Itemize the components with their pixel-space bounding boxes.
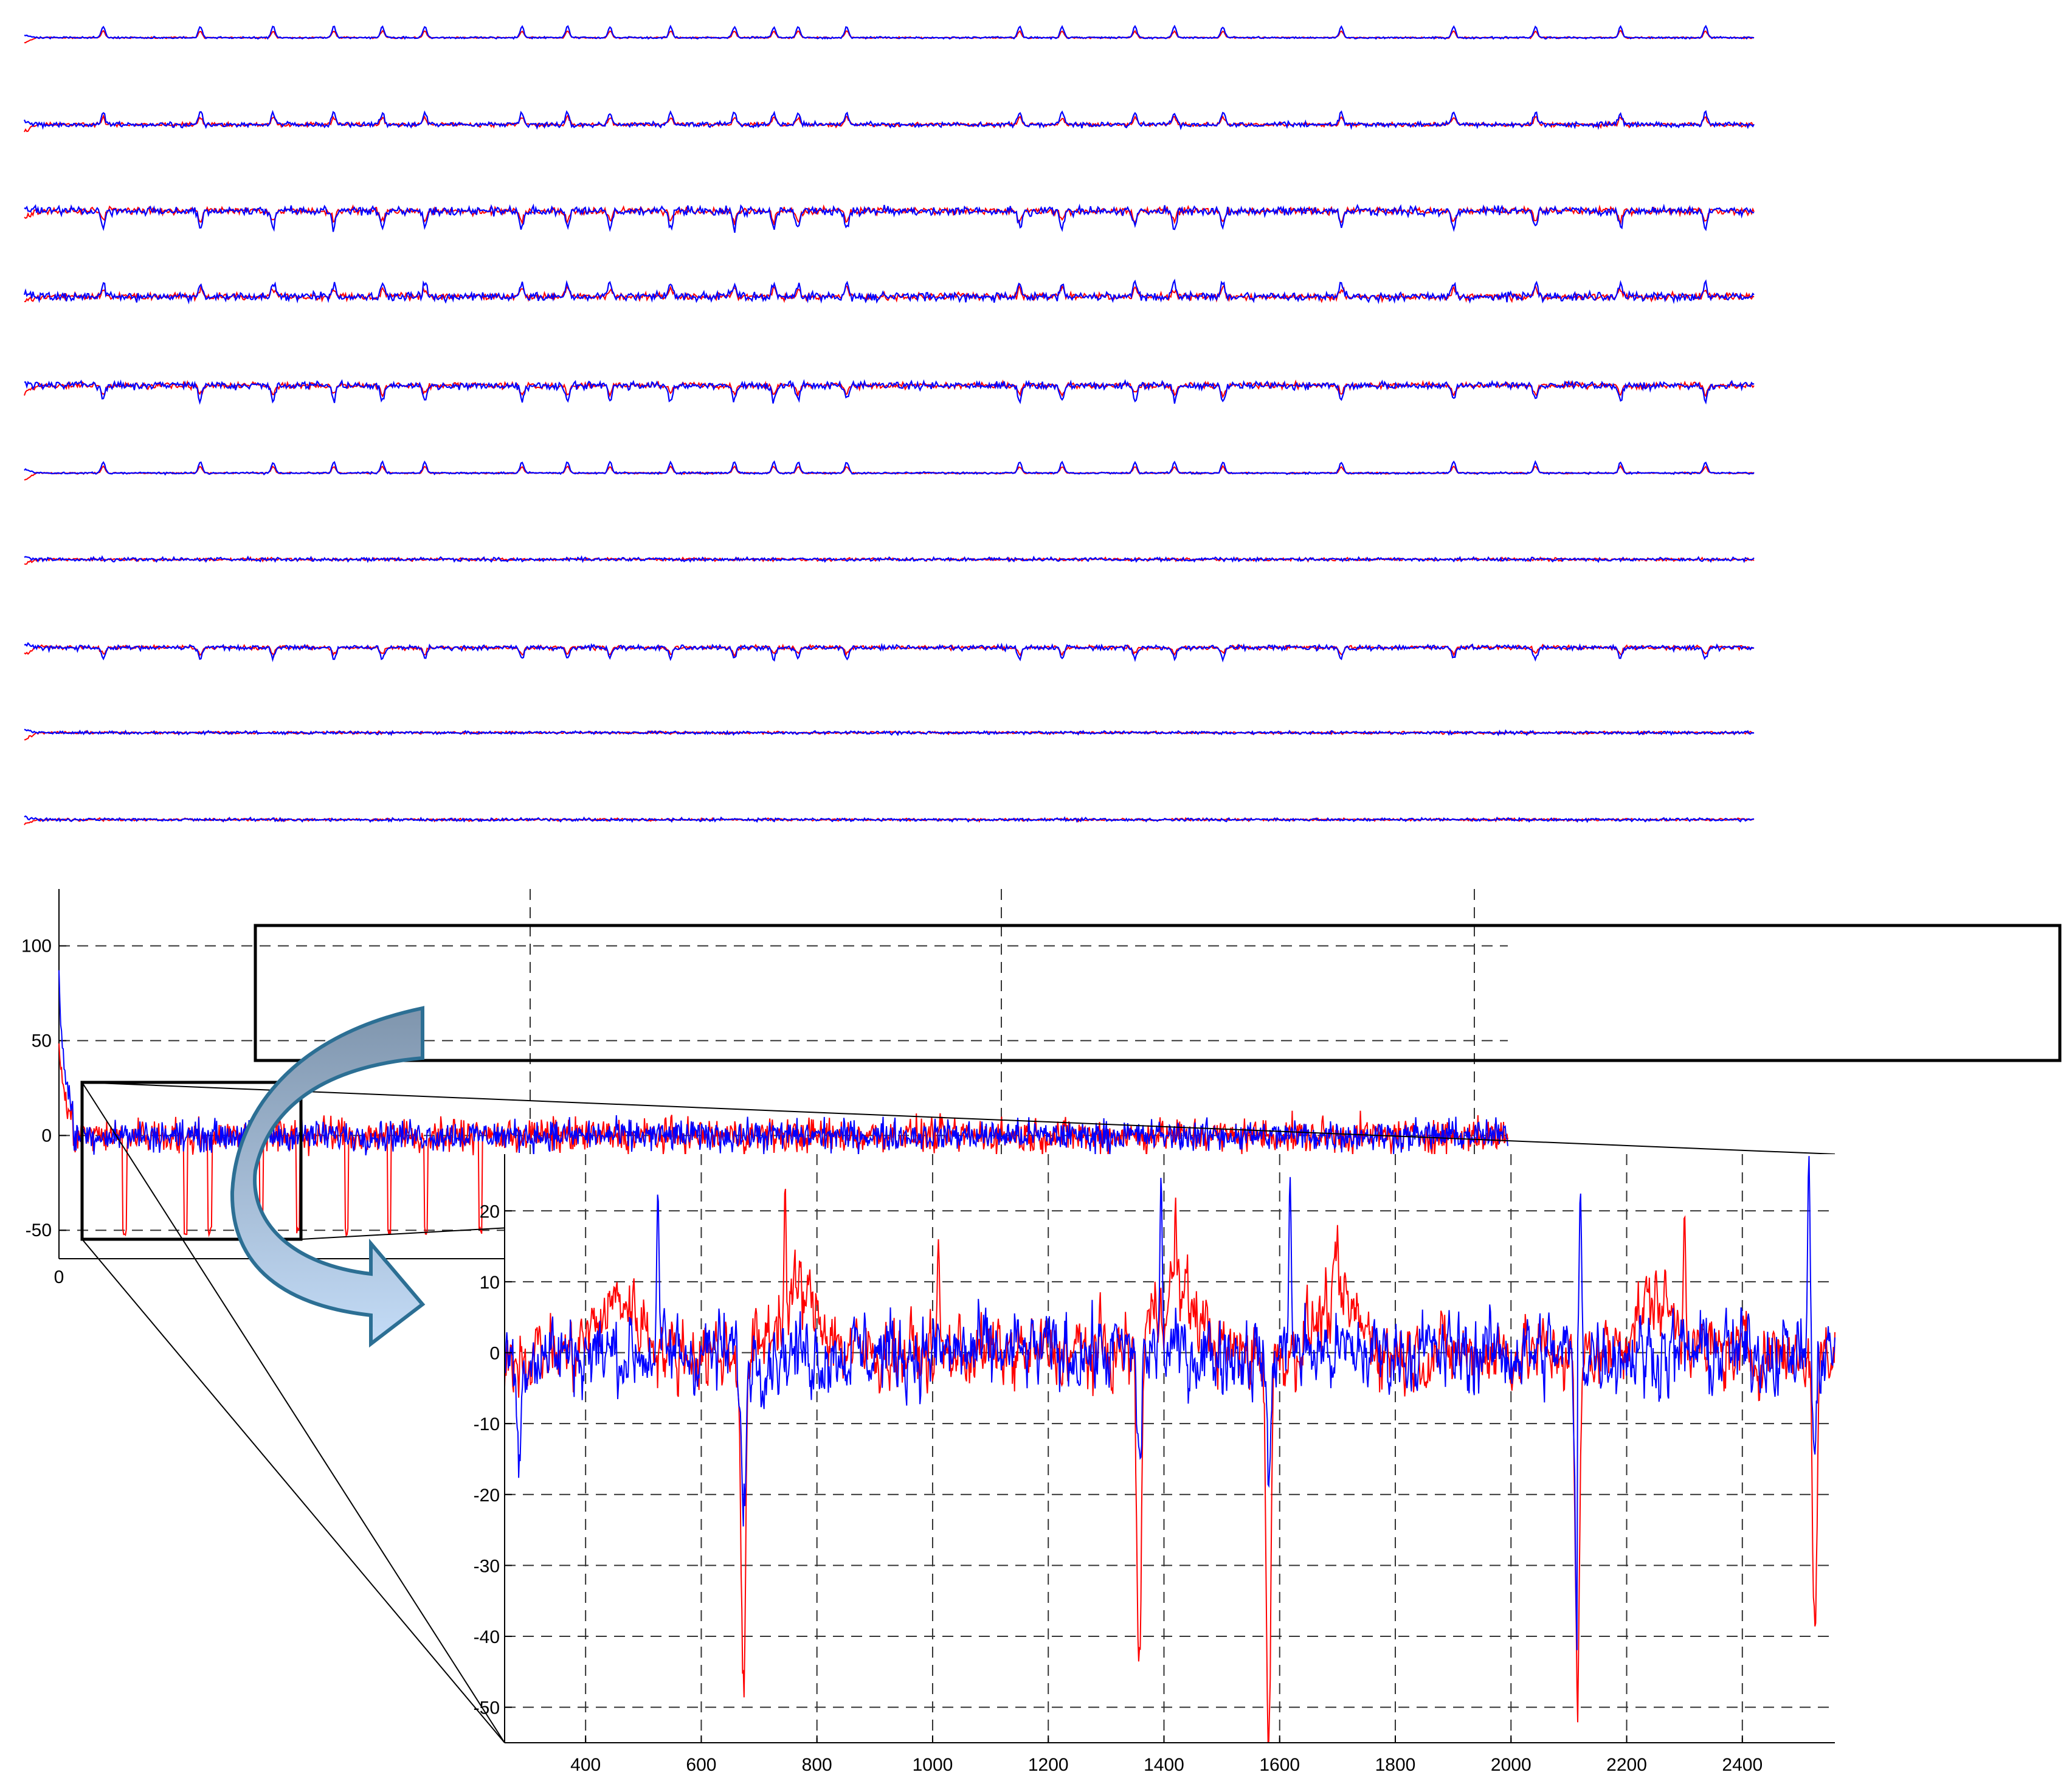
zoomed-plot-background [505, 1154, 1835, 1743]
zoomed-y-tick-label: -10 [474, 1414, 500, 1434]
connector-bottom-left [81, 1239, 505, 1743]
zoomed-x-tick-label: 400 [570, 1755, 601, 1775]
empty-callout-box [254, 924, 2062, 1062]
overview-y-tick-label: 100 [21, 936, 52, 956]
channel-3-series-2 [24, 203, 1755, 233]
zoomed-trace-chart: 20 10 0 -10 -20 -30 -40 -50 400 600 800 1000 1200 14… [474, 1154, 1835, 1775]
channel-1-series-2 [24, 24, 1755, 40]
zoomed-y-ticks: 20 10 0 -10 -20 -30 -40 -50 [474, 1202, 500, 1718]
channel-5-series-2 [24, 379, 1755, 405]
connector-top-left [81, 1082, 505, 1743]
overview-y-tick-label: 50 [32, 1031, 52, 1051]
zoomed-x-tick-label: 1800 [1375, 1755, 1416, 1775]
zoomed-series-blue [504, 1156, 1835, 1650]
channel-2-series-1 [24, 114, 1754, 133]
zoomed-x-tick-label: 800 [802, 1755, 832, 1775]
zoomed-y-tick-label: 10 [480, 1273, 500, 1293]
zoom-source-box [80, 1081, 303, 1241]
zoomed-x-tick-label: 2200 [1606, 1755, 1647, 1775]
channel-4-series-1 [24, 283, 1755, 303]
zoomed-axes [504, 1154, 1835, 1743]
channel-7-series-2 [24, 555, 1755, 564]
zoomed-x-ticks: 400 600 800 1000 1200 1400 1600 1800 2000 2200 240… [570, 1755, 1763, 1775]
zoomed-y-tick-label: -50 [474, 1698, 500, 1718]
channel-8-series-2 [24, 642, 1755, 663]
zoomed-series [504, 1156, 1835, 1743]
zoomed-x-tick-label: 1000 [913, 1755, 953, 1775]
channel-4-series-2 [23, 278, 1755, 305]
zoomed-x-tick-label: 600 [686, 1755, 716, 1775]
overview-y-ticks: 100 50 0 -50 [21, 936, 52, 1241]
channel-overview-chart [23, 24, 1755, 826]
zoomed-x-tick-label: 2400 [1722, 1755, 1763, 1775]
curved-arrow-icon [230, 1006, 426, 1348]
zoomed-y-tick-label: -30 [474, 1556, 500, 1576]
zoomed-x-tick-label: 2000 [1491, 1755, 1532, 1775]
channel-10-series-2 [24, 815, 1755, 823]
overview-y-tick-label: 0 [41, 1126, 52, 1146]
zoomed-x-tick-label: 1600 [1259, 1755, 1300, 1775]
overview-x-tick-label: 0 [54, 1267, 64, 1287]
channel-9-series-2 [24, 728, 1755, 736]
zoomed-x-tick-label: 1400 [1144, 1755, 1184, 1775]
zoomed-x-tick-label: 1200 [1028, 1755, 1069, 1775]
zoomed-grid [505, 1154, 1835, 1743]
zoomed-y-tick-label: -20 [474, 1486, 500, 1506]
zoomed-y-tick-label: -40 [474, 1627, 500, 1647]
zoomed-y-tick-label: 20 [480, 1202, 500, 1222]
connector-top-right [81, 1082, 1835, 1155]
overview-x-ticks: 0 [54, 1267, 64, 1287]
zoomed-y-tick-label: 0 [489, 1344, 500, 1364]
overview-axes [58, 889, 505, 1259]
channel-6-series-2 [24, 460, 1755, 476]
overview-y-tick-label: -50 [26, 1220, 52, 1240]
channel-2-series-2 [23, 109, 1755, 131]
